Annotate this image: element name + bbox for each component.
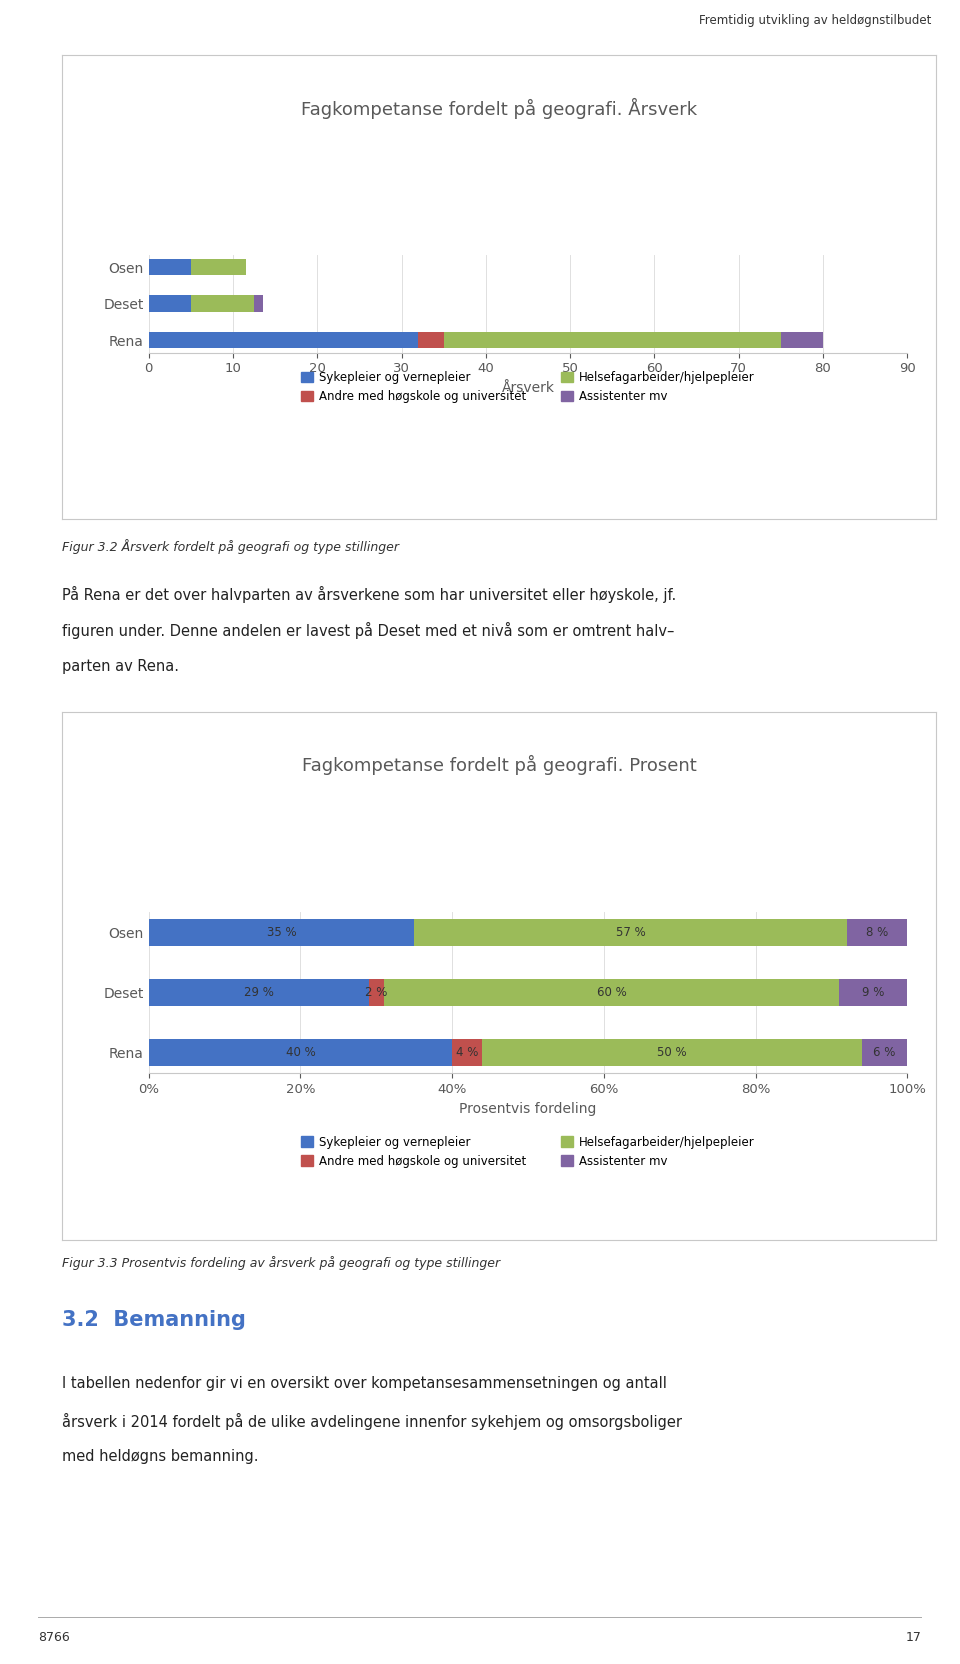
Text: 29 %: 29 % [244, 987, 274, 998]
Bar [839, 978, 907, 1007]
Legend: Sykepleier og vernepleier, Andre med høgskole og universitet, Helsefagarbeider/h: Sykepleier og vernepleier, Andre med høg… [297, 1132, 759, 1173]
Bar [149, 978, 369, 1007]
Legend: Sykepleier og vernepleier, Andre med høgskole og universitet, Helsefagarbeider/h: Sykepleier og vernepleier, Andre med høg… [297, 366, 759, 408]
Bar [847, 919, 907, 947]
Text: 4 %: 4 % [456, 1047, 478, 1058]
Bar [414, 919, 847, 947]
Text: figuren under. Denne andelen er lavest på Deset med et nivå som er omtrent halv–: figuren under. Denne andelen er lavest p… [62, 622, 675, 639]
Bar [149, 331, 419, 348]
Bar [369, 978, 384, 1007]
Text: 2 %: 2 % [365, 987, 388, 998]
X-axis label: Årsverk: Årsverk [501, 381, 555, 394]
Text: 6 %: 6 % [874, 1047, 896, 1058]
Bar [191, 260, 246, 276]
Text: 8 %: 8 % [866, 927, 888, 938]
Bar [191, 296, 254, 311]
Bar [254, 296, 263, 311]
Text: parten av Rena.: parten av Rena. [62, 659, 180, 674]
Bar [452, 1038, 483, 1067]
Bar [149, 260, 191, 276]
Text: På Rena er det over halvparten av årsverkene som har universitet eller høyskole,: På Rena er det over halvparten av årsver… [62, 586, 677, 602]
Text: 60 %: 60 % [596, 987, 626, 998]
Bar [149, 1038, 452, 1067]
Bar [780, 331, 823, 348]
Text: Figur 3.2 Årsverk fordelt på geografi og type stillinger: Figur 3.2 Årsverk fordelt på geografi og… [62, 539, 399, 554]
Text: Fagkompetanse fordelt på geografi. Prosent: Fagkompetanse fordelt på geografi. Prose… [301, 755, 697, 775]
Text: årsverk i 2014 fordelt på de ulike avdelingene innenfor sykehjem og omsorgsbolig: årsverk i 2014 fordelt på de ulike avdel… [62, 1413, 683, 1429]
Text: Fremtidig utvikling av heldøgnstilbudet: Fremtidig utvikling av heldøgnstilbudet [699, 13, 931, 27]
Bar [149, 296, 191, 311]
Bar [483, 1038, 862, 1067]
Bar [862, 1038, 907, 1067]
Text: 17: 17 [905, 1631, 922, 1644]
Text: Fagkompetanse fordelt på geografi. Årsverk: Fagkompetanse fordelt på geografi. Årsve… [301, 98, 697, 118]
Text: 50 %: 50 % [658, 1047, 687, 1058]
Bar [384, 978, 839, 1007]
X-axis label: Prosentvis fordeling: Prosentvis fordeling [459, 1102, 597, 1115]
Text: 3.2  Bemanning: 3.2 Bemanning [62, 1310, 247, 1330]
Text: I tabellen nedenfor gir vi en oversikt over kompetansesammensetningen og antall: I tabellen nedenfor gir vi en oversikt o… [62, 1376, 667, 1391]
Text: med heldøgns bemanning.: med heldøgns bemanning. [62, 1449, 259, 1464]
Bar [149, 919, 414, 947]
Bar [444, 331, 780, 348]
Text: Figur 3.3 Prosentvis fordeling av årsverk på geografi og type stillinger: Figur 3.3 Prosentvis fordeling av årsver… [62, 1256, 500, 1270]
Text: 35 %: 35 % [267, 927, 297, 938]
Text: 8766: 8766 [38, 1631, 70, 1644]
Text: 40 %: 40 % [286, 1047, 315, 1058]
Text: 57 %: 57 % [615, 927, 645, 938]
Bar [419, 331, 444, 348]
Text: 9 %: 9 % [862, 987, 884, 998]
